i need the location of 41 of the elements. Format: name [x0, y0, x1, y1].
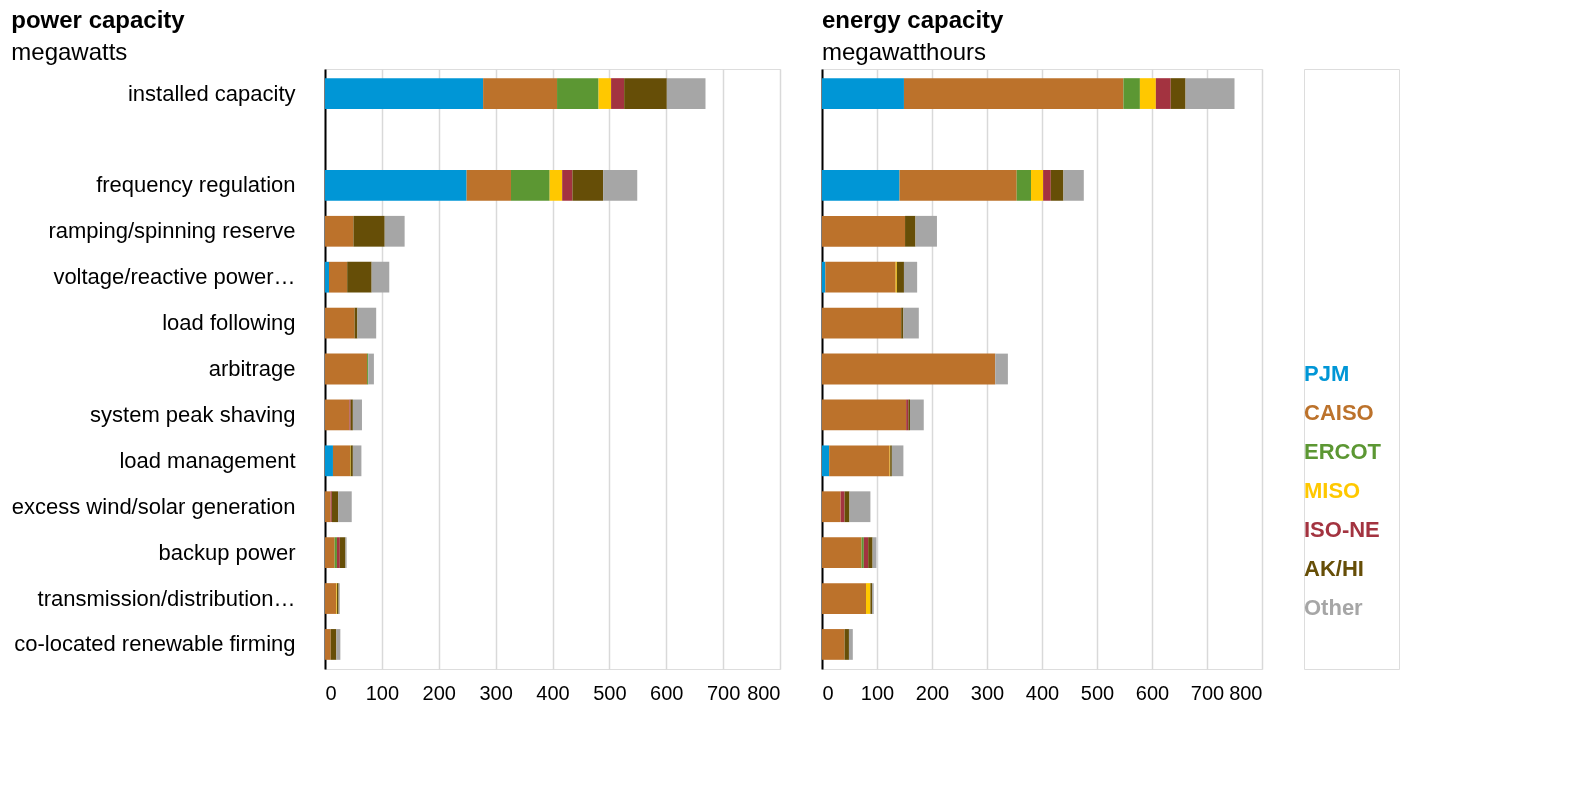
y-tick-label: ramping/spinning reserve: [48, 218, 296, 244]
chart-title: energy capacity: [822, 6, 1005, 33]
x-tick-label: 500: [593, 681, 627, 704]
text: power capacity: [11, 6, 186, 33]
x-tick-label: 0: [325, 681, 337, 704]
y-tick-label: co-located renewable firming: [14, 631, 296, 657]
x-tick-label: 600: [1135, 681, 1170, 704]
x-tick-label: 300: [479, 681, 513, 704]
x-tick-label: 700: [706, 681, 741, 704]
y-tick-label: voltage/reactive power…: [53, 264, 296, 290]
x-tick-label: 400: [536, 681, 570, 704]
y-tick-label: transmission/distribution…: [37, 585, 296, 611]
x-tick-label: 600: [650, 681, 684, 704]
chart-subtitle: megawatthours: [822, 38, 987, 65]
x-tick-label: 200: [422, 681, 456, 704]
x-tick-label: 500: [1080, 681, 1115, 704]
y-tick-label: frequency regulation: [96, 172, 296, 198]
x-tick-label: 0: [822, 681, 834, 704]
y-tick-label: installed capacity: [127, 80, 296, 106]
text: megawatts: [11, 38, 128, 65]
x-tick-label: 800: [747, 681, 781, 704]
text: Other: [1304, 595, 1364, 621]
y-tick-label: load management: [119, 447, 296, 473]
x-tick-label: 400: [1025, 681, 1060, 704]
y-tick-label: backup power: [158, 539, 296, 565]
x-tick-label: 200: [915, 681, 950, 704]
y-tick-label: system peak shaving: [90, 401, 296, 427]
y-tick-label: arbitrage: [208, 356, 296, 381]
x-tick-label: 100: [860, 681, 895, 704]
x-tick-label: 300: [970, 681, 1005, 704]
y-tick-label: load following: [162, 310, 296, 336]
text: ISO-NE: [1304, 517, 1380, 543]
x-tick-label: 100: [365, 681, 400, 704]
y-tick-label: excess wind/solar generation: [11, 493, 296, 519]
text: PJM: [1304, 361, 1350, 387]
text: ERCOT: [1304, 439, 1382, 465]
x-tick-label: 700: [1190, 681, 1225, 704]
text: CAISO: [1304, 400, 1374, 426]
x-tick-label: 800: [1229, 681, 1263, 704]
text: MISO: [1304, 478, 1361, 504]
text: AK/HI: [1304, 556, 1364, 582]
